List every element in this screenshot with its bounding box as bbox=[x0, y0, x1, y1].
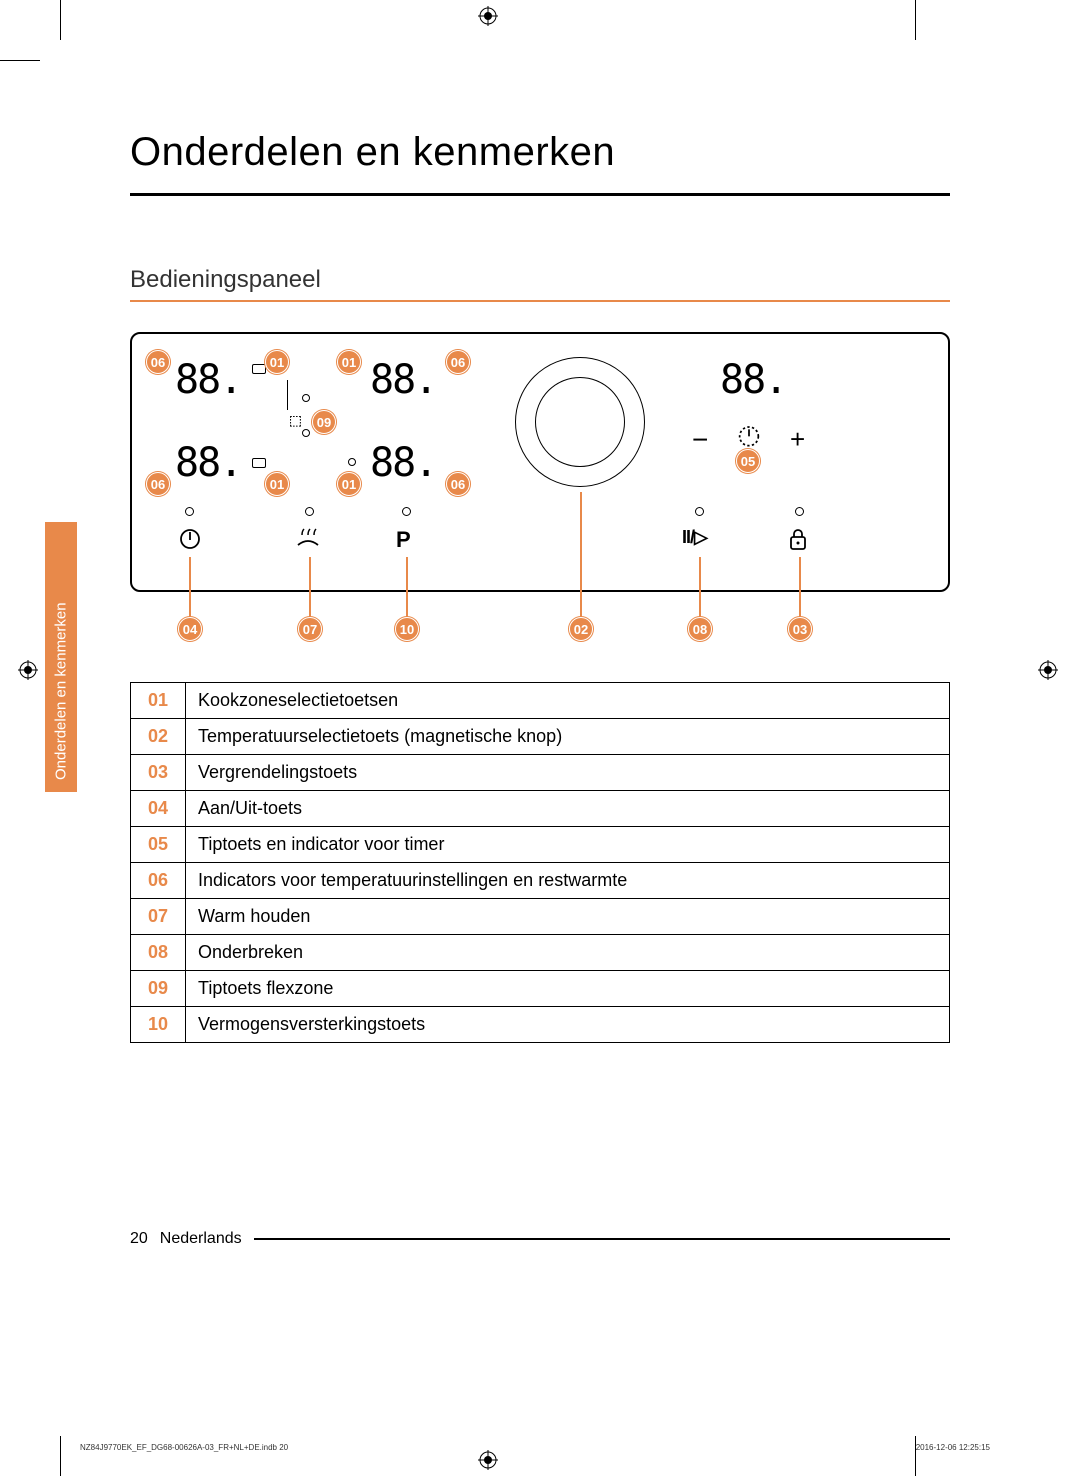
pause-icon: II/▷ bbox=[682, 527, 707, 548]
registration-mark-icon bbox=[478, 1450, 498, 1470]
registration-mark-icon bbox=[478, 6, 498, 26]
callout: 02 bbox=[569, 617, 593, 641]
callout: 06 bbox=[146, 350, 170, 374]
registration-mark-icon bbox=[18, 660, 38, 680]
zone-indicator-icon bbox=[252, 458, 266, 468]
callout: 10 bbox=[395, 617, 419, 641]
touch-dot bbox=[402, 507, 411, 516]
table-row: 09Tiptoets flexzone bbox=[131, 971, 950, 1007]
section-heading: Bedieningspaneel bbox=[130, 266, 950, 302]
leader-line bbox=[189, 557, 191, 617]
callout: 07 bbox=[298, 617, 322, 641]
table-row: 04Aan/Uit-toets bbox=[131, 791, 950, 827]
callout: 06 bbox=[446, 472, 470, 496]
callout: 05 bbox=[736, 449, 760, 473]
power-icon bbox=[178, 527, 202, 551]
crop-mark bbox=[60, 0, 61, 40]
callout: 06 bbox=[446, 350, 470, 374]
table-row: 07Warm houden bbox=[131, 899, 950, 935]
crop-mark bbox=[915, 0, 916, 40]
page-footer: 20 Nederlands bbox=[130, 1230, 950, 1248]
leader-line bbox=[699, 557, 701, 617]
page-title: Onderdelen en kenmerken bbox=[130, 130, 950, 196]
touch-dot bbox=[305, 507, 314, 516]
control-panel-diagram: 88. 88. 88. 88. ⬚ 88. − + P II/▷ bbox=[130, 332, 950, 652]
leader-line bbox=[309, 557, 311, 617]
crop-mark bbox=[915, 1436, 916, 1476]
registration-mark-icon bbox=[1038, 660, 1058, 680]
doc-timestamp: 2016-12-06 12:25:15 bbox=[916, 1443, 990, 1452]
table-row: 05Tiptoets en indicator voor timer bbox=[131, 827, 950, 863]
footer-language: Nederlands bbox=[160, 1230, 242, 1248]
doc-path: NZ84J9770EK_EF_DG68-00626A-03_FR+NL+DE.i… bbox=[80, 1443, 288, 1452]
boost-icon: P bbox=[396, 527, 411, 553]
touch-dot bbox=[302, 429, 310, 437]
touch-dot bbox=[302, 394, 310, 402]
crop-mark bbox=[60, 1436, 61, 1476]
bracket bbox=[278, 380, 288, 410]
display-segment: 88. bbox=[720, 357, 786, 403]
callout: 06 bbox=[146, 472, 170, 496]
magnetic-knob-icon bbox=[515, 357, 645, 487]
table-row: 01Kookzoneselectietoetsen bbox=[131, 683, 950, 719]
callout: 01 bbox=[337, 350, 361, 374]
display-segment: 88. bbox=[370, 357, 436, 403]
legend-table: 01Kookzoneselectietoetsen 02Temperatuurs… bbox=[130, 682, 950, 1043]
display-segment: 88. bbox=[175, 357, 241, 403]
table-row: 03Vergrendelingstoets bbox=[131, 755, 950, 791]
minus-icon: − bbox=[692, 424, 708, 456]
touch-dot bbox=[695, 507, 704, 516]
leader-line bbox=[406, 557, 408, 617]
callout: 01 bbox=[265, 350, 289, 374]
display-segment: 88. bbox=[370, 440, 436, 486]
touch-dot bbox=[795, 507, 804, 516]
callout: 01 bbox=[265, 472, 289, 496]
table-row: 06Indicators voor temperatuurinstellinge… bbox=[131, 863, 950, 899]
section-tab: Onderdelen en kenmerken bbox=[45, 522, 77, 792]
callout: 03 bbox=[788, 617, 812, 641]
table-row: 10Vermogensversterkingstoets bbox=[131, 1007, 950, 1043]
keep-warm-icon bbox=[292, 527, 324, 551]
touch-dot bbox=[185, 507, 194, 516]
timer-icon bbox=[735, 420, 763, 448]
zone-indicator-icon bbox=[252, 364, 266, 374]
callout: 04 bbox=[178, 617, 202, 641]
callout: 01 bbox=[337, 472, 361, 496]
table-row: 02Temperatuurselectietoets (magnetische … bbox=[131, 719, 950, 755]
table-row: 08Onderbreken bbox=[131, 935, 950, 971]
touch-dot bbox=[348, 458, 356, 466]
footer-rule bbox=[254, 1238, 950, 1240]
crop-mark bbox=[0, 60, 40, 61]
page-number: 20 bbox=[130, 1230, 148, 1248]
callout: 08 bbox=[688, 617, 712, 641]
flexzone-icon: ⬚ bbox=[290, 410, 301, 431]
plus-icon: + bbox=[790, 424, 805, 455]
leader-line bbox=[799, 557, 801, 617]
leader-line bbox=[580, 492, 582, 617]
display-segment: 88. bbox=[175, 440, 241, 486]
callout: 09 bbox=[312, 410, 336, 434]
lock-icon bbox=[787, 527, 809, 551]
